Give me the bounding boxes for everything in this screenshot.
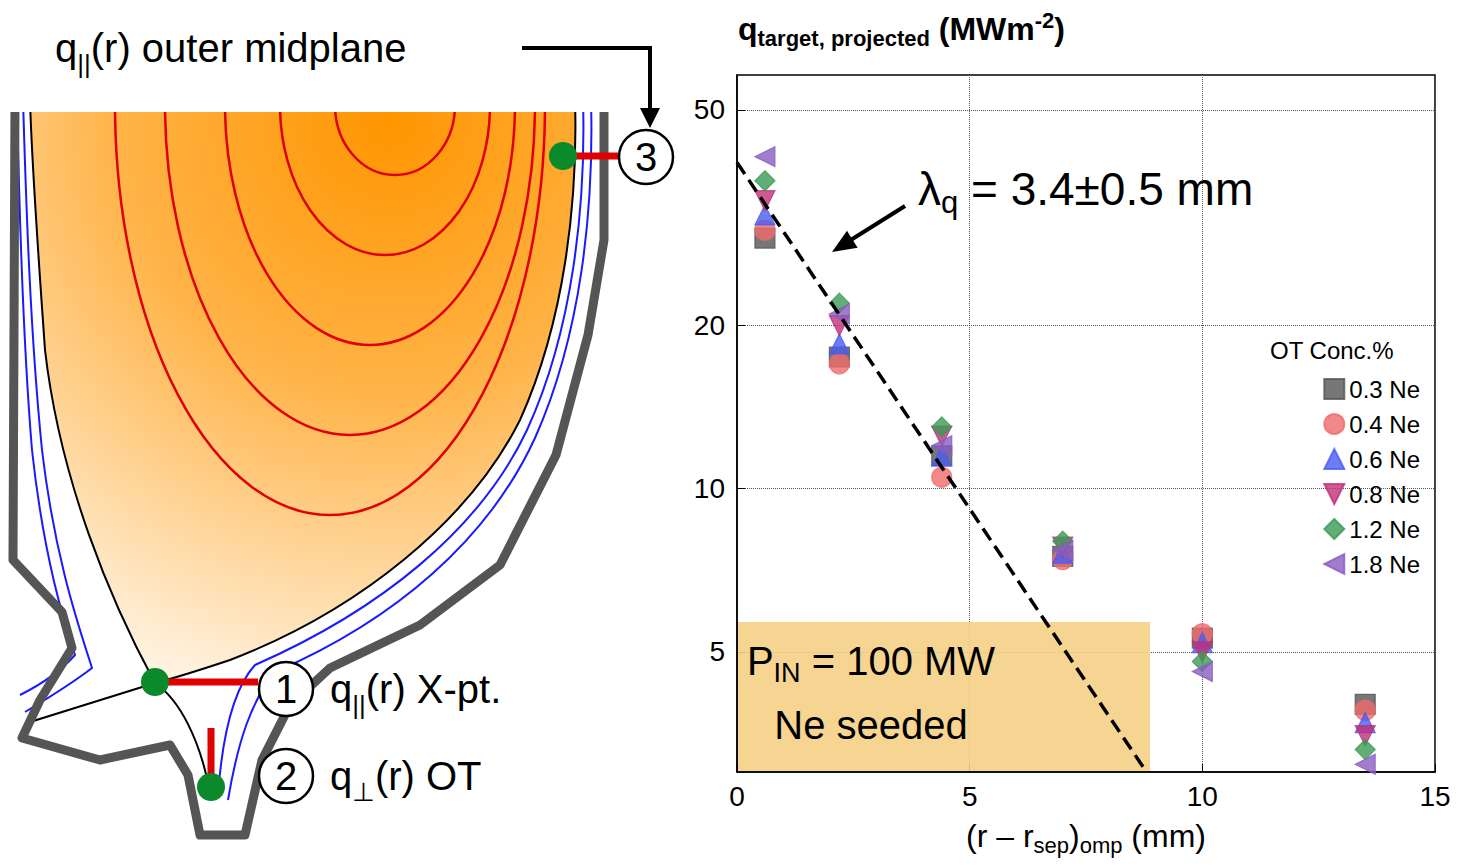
svg-text:5: 5 (962, 781, 978, 812)
svg-text:q: q (941, 185, 958, 220)
svg-text:5: 5 (709, 636, 725, 667)
svg-text:1: 1 (275, 667, 297, 711)
svg-text:2: 2 (275, 754, 297, 798)
svg-text:Ne seeded: Ne seeded (774, 703, 967, 747)
svg-text:10: 10 (694, 473, 725, 504)
svg-text:q||(r) X-pt.: q||(r) X-pt. (330, 667, 501, 720)
svg-text:P: P (747, 639, 774, 683)
svg-text:1.2 Ne: 1.2 Ne (1349, 516, 1420, 543)
svg-text:q: q (738, 11, 758, 47)
svg-text:10: 10 (1187, 781, 1218, 812)
svg-text:-2: -2 (1035, 8, 1055, 33)
svg-text:): ) (1069, 818, 1080, 854)
svg-text:): ) (1054, 11, 1065, 47)
svg-text:omp: omp (1080, 833, 1123, 858)
svg-text:= 3.4±0.5 mm: = 3.4±0.5 mm (958, 163, 1253, 215)
svg-text:(mm): (mm) (1122, 818, 1206, 854)
svg-text:20: 20 (694, 310, 725, 341)
svg-text:0.3 Ne: 0.3 Ne (1349, 376, 1420, 403)
svg-text:0.4 Ne: 0.4 Ne (1349, 411, 1420, 438)
svg-text:IN: IN (774, 658, 801, 688)
svg-text:q||(r) outer midplane: q||(r) outer midplane (55, 26, 406, 79)
svg-text:OT Conc.%: OT Conc.% (1270, 337, 1394, 364)
svg-text:0: 0 (729, 781, 745, 812)
svg-text:0.6 Ne: 0.6 Ne (1349, 446, 1420, 473)
svg-text:λ: λ (918, 163, 941, 215)
svg-text:3: 3 (635, 135, 657, 179)
svg-text:= 100 MW: = 100 MW (801, 639, 996, 683)
svg-text:15: 15 (1419, 781, 1450, 812)
svg-text:0.8 Ne: 0.8 Ne (1349, 481, 1420, 508)
svg-text:(r – r: (r – r (966, 818, 1034, 854)
svg-text:q⊥(r) OT: q⊥(r) OT (330, 754, 482, 807)
svg-text:target, projected: target, projected (758, 26, 930, 51)
svg-text:(MWm: (MWm (930, 11, 1035, 47)
svg-text:50: 50 (694, 94, 725, 125)
svg-text:1.8 Ne: 1.8 Ne (1349, 551, 1420, 578)
svg-text:sep: sep (1034, 833, 1069, 858)
